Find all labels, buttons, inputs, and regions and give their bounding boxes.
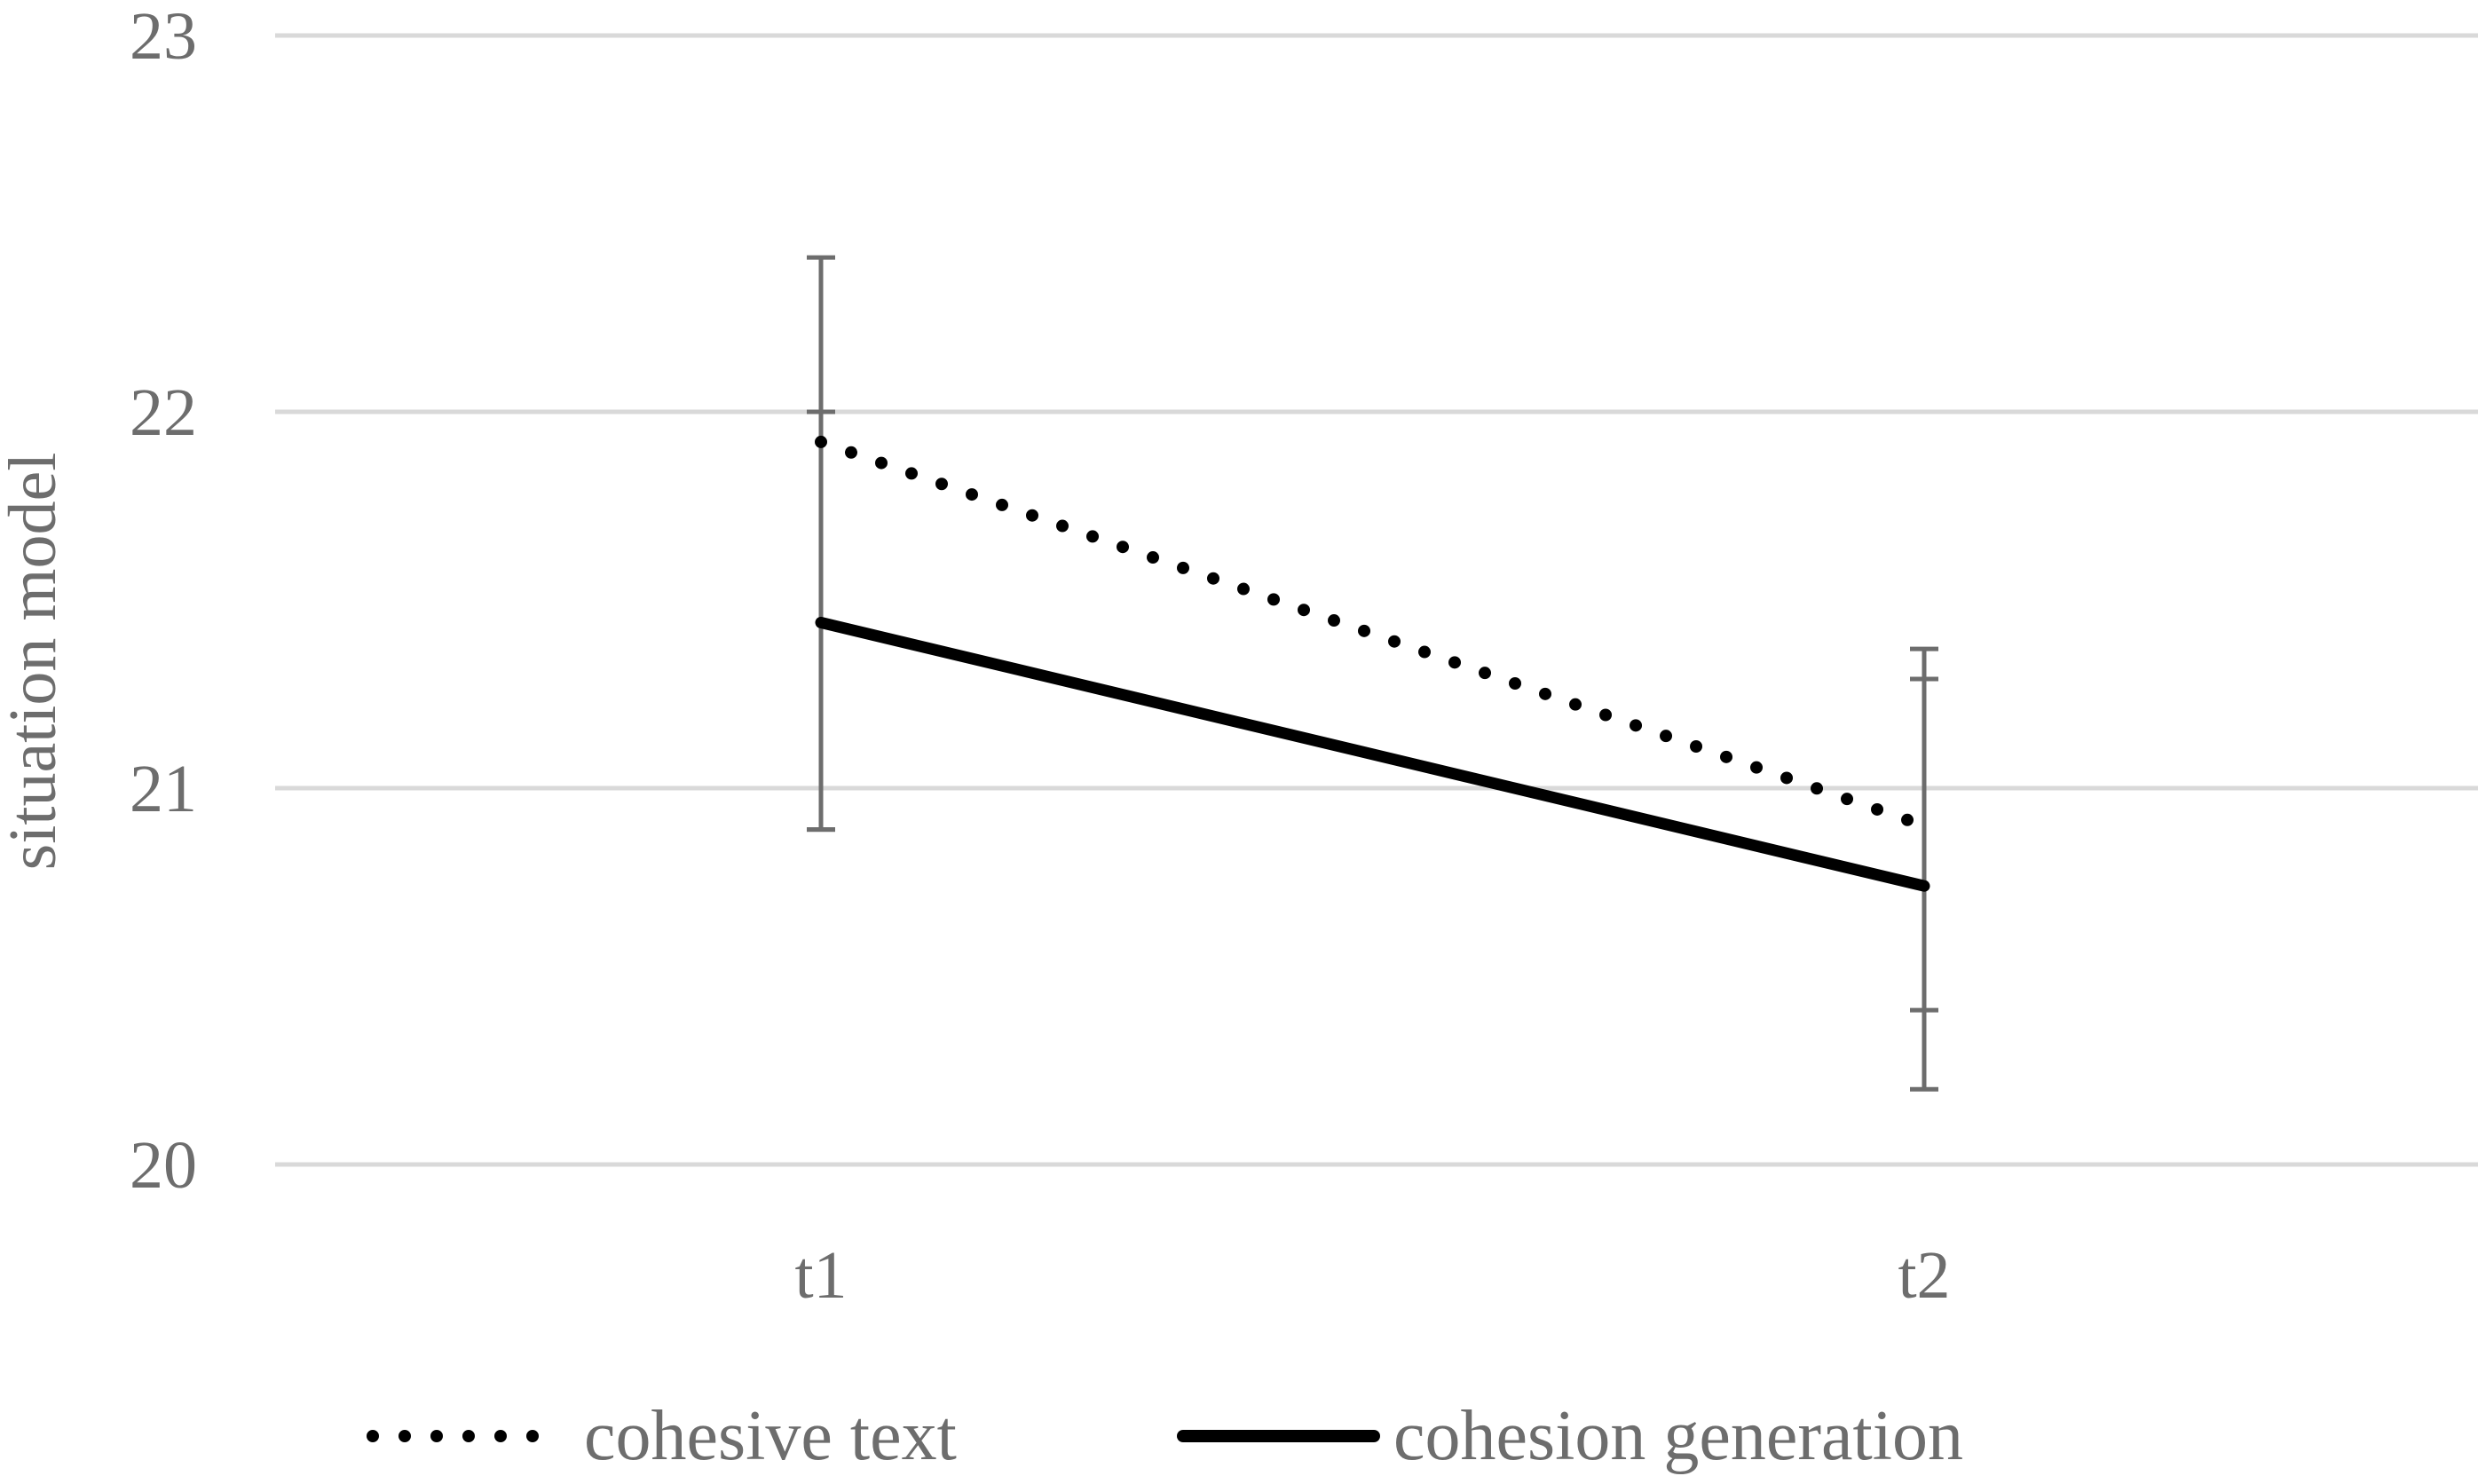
series-line-0	[815, 435, 1930, 833]
legend-item-0: cohesive text	[367, 1397, 957, 1475]
y-axis-title: situation model	[0, 453, 70, 871]
series-line-1	[815, 616, 1930, 892]
y-tick-20: 20	[130, 1128, 197, 1203]
error-bars	[807, 255, 1938, 1092]
legend-item-1: cohesion generation	[1177, 1397, 1963, 1475]
x-tick-t1: t1	[794, 1238, 847, 1313]
legend-label-0: cohesive text	[584, 1397, 957, 1475]
gridlines	[275, 33, 2478, 1167]
legend: cohesive text cohesion generation	[367, 1397, 1963, 1475]
legend-label-1: cohesion generation	[1393, 1397, 1963, 1475]
x-tick-labels: t1 t2	[794, 1238, 1950, 1313]
series-lines	[815, 435, 1930, 892]
y-tick-21: 21	[130, 752, 197, 826]
y-tick-23: 23	[130, 0, 197, 74]
y-tick-22: 22	[130, 375, 197, 450]
x-tick-t2: t2	[1898, 1238, 1950, 1313]
y-tick-labels: 20 21 22 23	[130, 0, 197, 1203]
